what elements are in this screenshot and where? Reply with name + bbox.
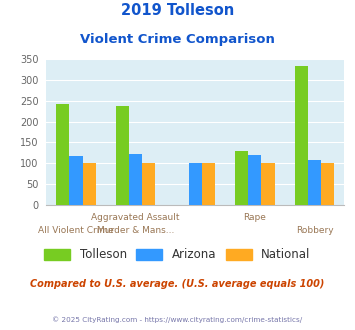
Legend: Tolleson, Arizona, National: Tolleson, Arizona, National [40, 244, 315, 266]
Text: Murder & Mans...: Murder & Mans... [97, 226, 174, 235]
Bar [321, 163, 334, 205]
Bar [70, 156, 82, 205]
Bar [142, 163, 155, 205]
Bar [235, 151, 248, 205]
Text: © 2025 CityRating.com - https://www.cityrating.com/crime-statistics/: © 2025 CityRating.com - https://www.city… [53, 317, 302, 323]
Bar [129, 153, 142, 205]
Bar [56, 104, 70, 205]
Text: Rape: Rape [244, 213, 266, 222]
Bar [308, 160, 321, 205]
Text: 2019 Tolleson: 2019 Tolleson [121, 3, 234, 18]
Bar [189, 163, 202, 205]
Text: Violent Crime Comparison: Violent Crime Comparison [80, 33, 275, 46]
Bar [82, 163, 95, 205]
Bar [248, 155, 261, 205]
Bar [116, 106, 129, 205]
Text: Robbery: Robbery [296, 226, 333, 235]
Bar [261, 163, 274, 205]
Bar [202, 163, 215, 205]
Text: All Violent Crime: All Violent Crime [38, 226, 114, 235]
Text: Compared to U.S. average. (U.S. average equals 100): Compared to U.S. average. (U.S. average … [30, 279, 325, 289]
Bar [295, 66, 308, 205]
Text: Aggravated Assault: Aggravated Assault [91, 213, 180, 222]
